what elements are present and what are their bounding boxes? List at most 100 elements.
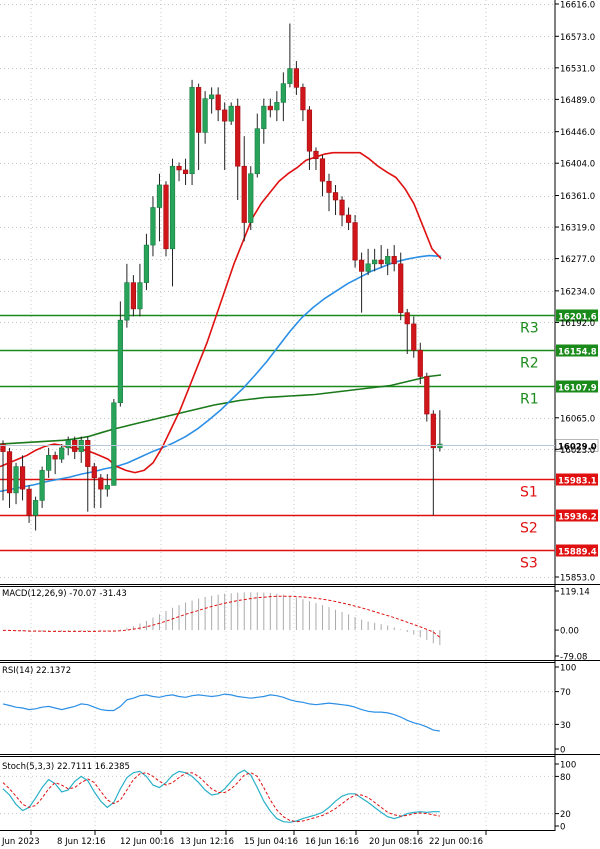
candle: [111, 399, 117, 486]
candle-body-up: [13, 466, 19, 494]
time-tick-label: Jun 2023: [1, 837, 40, 847]
level-label-r3: R3: [520, 321, 539, 337]
grid-layer: [0, 0, 555, 830]
time-tick-label: 22 Jun 00:16: [429, 837, 483, 847]
candle: [280, 72, 286, 122]
ma-line-blue: [0, 254, 441, 493]
macd-tick-label: -79.08: [560, 653, 587, 663]
candle-body-down: [196, 87, 202, 133]
level-tag-r3: [556, 309, 598, 322]
level-tag-r2: [556, 344, 598, 357]
candle: [222, 102, 228, 170]
candle-body-up: [248, 173, 254, 223]
candle-body-down: [215, 94, 221, 111]
price-tick-label: 16319.0: [560, 224, 595, 234]
candle: [137, 263, 143, 317]
time-tick-label: 8 Jun 12:16: [57, 837, 106, 847]
candle-body-up: [372, 259, 378, 265]
candle: [72, 436, 78, 460]
candle-body-down: [339, 199, 345, 216]
candle-body-up: [261, 105, 267, 129]
macd-signal-line: [3, 595, 441, 638]
stoch-tick-label: 20: [560, 810, 571, 820]
level-tag-text-r3: 16201.6: [558, 313, 597, 323]
current-price-tag: [555, 439, 599, 452]
candle-body-down: [0, 443, 6, 452]
level-tag-s3: [556, 544, 598, 557]
candle: [91, 462, 97, 508]
rsi-tick-label: 30: [560, 721, 571, 731]
candle-body-up: [189, 87, 195, 175]
stoch-tick-label: 0: [560, 823, 565, 833]
candle-body-down: [98, 477, 104, 490]
candle: [52, 451, 58, 475]
candle-body-down: [306, 109, 313, 152]
candle-body-down: [404, 312, 410, 325]
level-label-r2: R2: [520, 356, 539, 372]
candle: [358, 252, 365, 313]
rsi-label: RSI(14) 22.1372: [2, 666, 71, 676]
candle: [150, 196, 156, 257]
price-tick-label: 16234.0: [560, 287, 595, 297]
candle-body-down: [130, 282, 137, 310]
price-tick-label: 16404.0: [560, 160, 595, 170]
price-tick-label: 16531.0: [560, 64, 595, 74]
stoch-d-line: [2, 772, 440, 823]
candle: [385, 248, 391, 276]
macd-tick-label: 0.00: [560, 627, 579, 637]
candle-body-up: [274, 102, 280, 111]
candle: [104, 474, 110, 497]
price-axis: 16029.0 16616.0 16573.0 16531.0 16489.0 16446…: [0, 1, 599, 584]
candle: [313, 147, 319, 170]
candle-body-up: [39, 470, 45, 501]
candle: [424, 372, 430, 422]
candle-body-down: [222, 109, 228, 122]
candle-body-up: [228, 105, 234, 122]
candle-body-down: [345, 214, 352, 223]
price-tick-label: 16573.0: [560, 33, 595, 43]
candle-body-down: [319, 158, 326, 182]
level-tag-s1: [556, 473, 598, 486]
time-tick-label: 13 Jun 12:16: [180, 837, 234, 847]
candle-body-up: [365, 263, 371, 272]
candle: [6, 447, 13, 508]
rsi-line: [2, 693, 440, 732]
candle: [430, 410, 436, 516]
price-tick-label: 16277.0: [560, 255, 595, 265]
candle-body-up: [287, 68, 293, 84]
time-tick-label: 20 Jun 08:16: [369, 837, 423, 847]
candle: [228, 102, 234, 125]
stoch-label: Stoch(5,3,3) 22.7111 16.2385: [2, 762, 130, 772]
rsi-tick-label: 70: [560, 688, 571, 698]
level-label-s2: S2: [520, 521, 538, 537]
candle-body-down: [91, 466, 97, 479]
candle: [32, 496, 39, 531]
candle-body-up: [32, 500, 39, 516]
candle-body-up: [169, 165, 176, 250]
candle-body-down: [326, 180, 332, 193]
candle-body-down: [163, 184, 169, 250]
current-price-value: 16029.0: [558, 443, 597, 453]
candle: [248, 166, 254, 231]
candle: [46, 447, 52, 478]
candle: [267, 98, 273, 118]
rsi-tick-label: 100: [560, 664, 576, 674]
candle-body-down: [352, 222, 358, 261]
candle-body-down: [417, 349, 423, 377]
ma-line-red: [0, 151, 442, 474]
candle-body-down: [424, 376, 430, 415]
candle-body-down: [411, 323, 417, 351]
candle-body-up: [385, 256, 391, 265]
candle-body-down: [300, 87, 306, 111]
price-tick-label: 16065.0: [560, 414, 595, 424]
candle-body-down: [391, 256, 397, 265]
candle: [209, 87, 215, 114]
candle-body-up: [143, 244, 150, 283]
candle-body-up: [209, 94, 215, 99]
level-label-s3: S3: [520, 556, 538, 572]
candle: [98, 474, 104, 508]
candle-body-down: [85, 440, 91, 467]
candle-body-up: [104, 485, 110, 490]
candle-body-down: [26, 488, 32, 516]
